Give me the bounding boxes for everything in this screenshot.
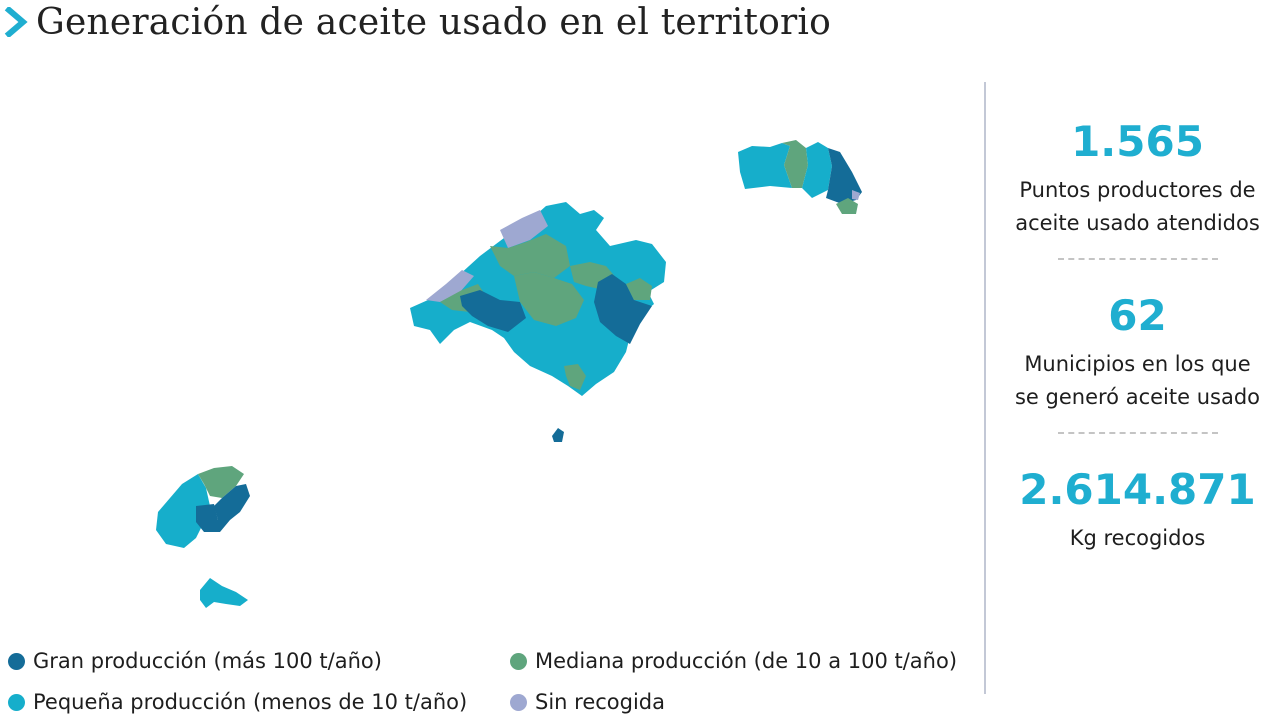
balearic-map (0, 60, 980, 640)
stat-value: 2.614.871 (1019, 465, 1256, 514)
ibiza-town-municipality[interactable] (196, 504, 230, 532)
legend-label: Gran producción (más 100 t/año) (33, 649, 382, 673)
ibiza-island (156, 466, 250, 548)
mallorca-east-coast-mediana-municipality[interactable] (626, 278, 652, 300)
mallorca-west-sin-municipality[interactable] (426, 270, 474, 302)
mallorca-manacor-municipality[interactable] (594, 274, 652, 344)
legend-item-mediana: Mediana producción (de 10 a 100 t/año) (510, 646, 980, 676)
mallorca-palma-municipality[interactable] (460, 290, 526, 332)
menorca-southeast-municipality[interactable] (836, 198, 858, 214)
mallorca-north-mediana-municipality[interactable] (490, 234, 570, 278)
legend-item-gran: Gran producción (más 100 t/año) (8, 646, 510, 676)
mallorca-center-mediana-municipality[interactable] (514, 272, 584, 326)
cabrera-island[interactable] (552, 428, 564, 442)
legend-label: Mediana producción (de 10 a 100 t/año) (535, 649, 958, 673)
map-svg (156, 140, 862, 608)
legend-item-pequena: Pequeña producción (menos de 10 t/año) (8, 687, 510, 717)
dashed-divider (1057, 432, 1218, 434)
menorca-center-east-municipality[interactable] (802, 142, 832, 198)
dashed-divider (1057, 258, 1218, 260)
menorca-center-municipality[interactable] (782, 140, 808, 188)
stat-label-line: se generó aceite usado (1014, 385, 1260, 409)
ibiza-east-municipality[interactable] (214, 484, 250, 520)
vertical-divider (984, 82, 986, 694)
stat-municipios: 62 Municipios en los que se generó aceit… (995, 284, 1280, 414)
mallorca-north-sin-municipality[interactable] (500, 210, 548, 248)
stat-puntos-productores: 1.565 Puntos productores de aceite usado… (995, 110, 1280, 240)
legend-item-sin: Sin recogida (510, 687, 980, 717)
header: Generación de aceite usado en el territo… (4, 0, 831, 44)
stat-kg-recogidos: 2.614.871 Kg recogidos (995, 458, 1280, 555)
legend-swatch-gran (8, 652, 25, 670)
menorca-sin-municipality[interactable] (852, 190, 860, 200)
ibiza-north-municipality[interactable] (198, 466, 244, 498)
menorca-west-municipality[interactable] (738, 143, 792, 189)
page-title: Generación de aceite usado en el territo… (36, 1, 831, 43)
legend-swatch-pequena (8, 693, 25, 711)
stats-panel: 1.565 Puntos productores de aceite usado… (995, 110, 1280, 555)
legend-swatch-mediana (510, 652, 527, 670)
legend-label: Sin recogida (535, 690, 665, 714)
ibiza-west-municipality[interactable] (156, 474, 210, 548)
formentera-island[interactable] (200, 578, 248, 608)
legend-swatch-sin (510, 693, 527, 711)
mallorca-island (410, 202, 666, 396)
map-legend: Gran producción (más 100 t/año) Mediana … (8, 646, 983, 726)
chevron-right-icon (4, 7, 28, 37)
stat-value: 1.565 (1071, 117, 1204, 166)
stat-label-line: Kg recogidos (1069, 526, 1206, 550)
stat-label-line: aceite usado atendidos (1015, 211, 1260, 235)
stat-label-line: Puntos productores de (1019, 178, 1256, 202)
stat-value: 62 (1108, 291, 1167, 340)
stat-label-line: Municipios en los que (1024, 352, 1251, 376)
legend-label: Pequeña producción (menos de 10 t/año) (33, 690, 468, 714)
menorca-mao-municipality[interactable] (826, 148, 862, 204)
menorca-island (738, 140, 862, 214)
mallorca-south-mediana-municipality[interactable] (564, 364, 586, 390)
